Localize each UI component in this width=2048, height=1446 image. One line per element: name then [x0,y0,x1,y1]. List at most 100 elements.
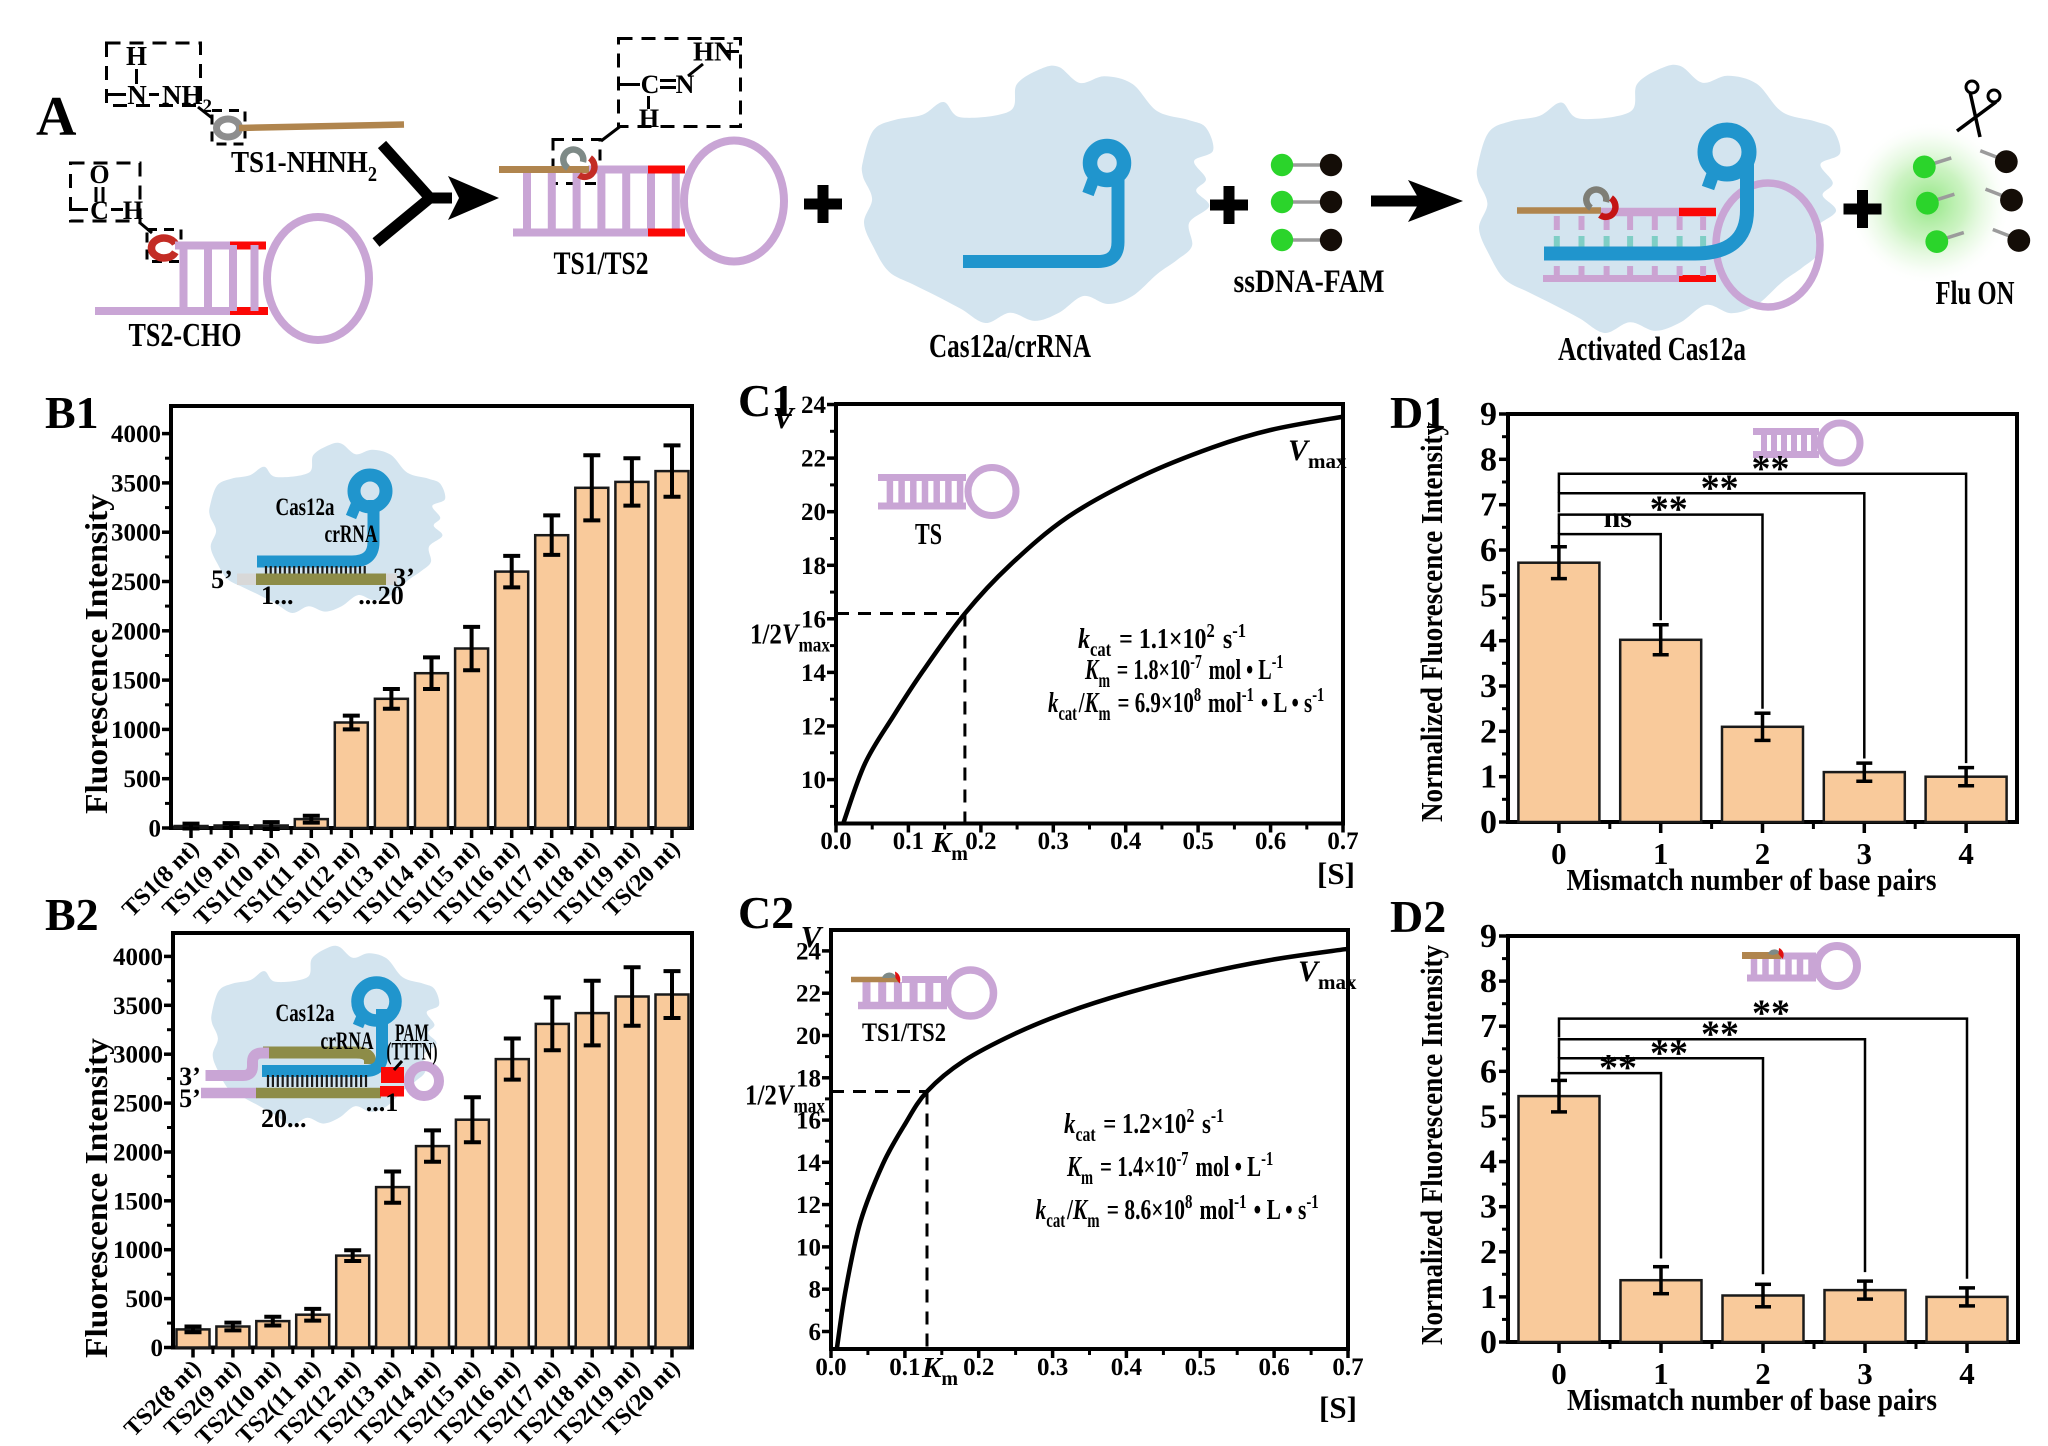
svg-text:9: 9 [1480,918,1497,955]
svg-text:12: 12 [796,1192,821,1219]
svg-text:Km: Km [921,1352,958,1390]
svg-text:8: 8 [1480,441,1497,478]
svg-text:3: 3 [1480,668,1497,705]
svg-text:**: ** [1752,448,1790,490]
svg-text:1500: 1500 [111,668,161,695]
svg-text:16: 16 [801,606,826,633]
svg-text:Mismatch number of base pairs: Mismatch number of base pairs [1567,1382,1937,1417]
svg-text:0: 0 [149,816,162,843]
svg-text:0.5: 0.5 [1182,828,1213,855]
svg-text:Km: Km [931,827,968,865]
svg-text:18: 18 [796,1065,821,1092]
svg-text:18: 18 [801,553,826,580]
svg-text:2: 2 [1480,1234,1497,1271]
svg-text:**: ** [1752,993,1790,1035]
svg-text:24: 24 [796,938,822,965]
svg-text:3000: 3000 [113,1042,163,1069]
svg-text:5: 5 [1480,577,1497,614]
svg-text:**: ** [1650,489,1688,531]
svg-text:0.6: 0.6 [1258,1354,1289,1381]
svg-text:Cas12a/crRNA: Cas12a/crRNA [929,328,1091,365]
svg-text:1...: 1... [261,581,294,610]
svg-text:1000: 1000 [111,717,161,744]
svg-text:1/2Vmax: 1/2Vmax [745,1080,825,1118]
svg-text:**: ** [1599,1047,1637,1089]
svg-text:20: 20 [801,499,826,526]
svg-text:TS1/TS2: TS1/TS2 [862,1018,946,1047]
svg-text:500: 500 [126,1286,164,1313]
svg-text:B1: B1 [45,387,99,438]
svg-text:Activated Cas12a: Activated Cas12a [1558,331,1746,368]
svg-text:Fluorescence Intensity: Fluorescence Intensity [78,494,114,814]
svg-text:Cas12a: Cas12a [276,1000,335,1027]
svg-text:0.0: 0.0 [815,1354,846,1381]
svg-text:(TTTN): (TTTN) [387,1039,438,1066]
svg-text:Vmax: Vmax [1298,955,1357,994]
svg-text:4: 4 [1480,623,1497,660]
svg-text:0.4: 0.4 [1111,1354,1143,1381]
svg-text:**: ** [1701,1013,1739,1055]
svg-text:crRNA: crRNA [321,1028,374,1055]
svg-text:24: 24 [801,392,827,419]
svg-text:0.5: 0.5 [1185,1354,1216,1381]
svg-text:1: 1 [1653,836,1669,871]
svg-text:2: 2 [1480,713,1497,750]
svg-text:1000: 1000 [113,1237,163,1264]
svg-text:4000: 4000 [111,421,161,448]
svg-text:9: 9 [1480,396,1497,433]
svg-text:3’: 3’ [179,1062,201,1091]
svg-text:1: 1 [1480,1279,1497,1316]
svg-text:N: N [676,70,695,99]
svg-text:C1: C1 [738,375,794,426]
svg-text:crRNA: crRNA [325,521,378,548]
svg-text:20...: 20... [261,1104,307,1133]
svg-text:3’: 3’ [393,563,415,592]
svg-text:0.1: 0.1 [893,828,924,855]
svg-text:1500: 1500 [113,1188,163,1215]
svg-text:4: 4 [1480,1144,1497,1181]
svg-text:0: 0 [1551,1356,1567,1391]
svg-text:V: V [773,400,796,435]
svg-text:Cas12a: Cas12a [276,494,335,521]
svg-text:0: 0 [1551,836,1567,871]
svg-text:0.2: 0.2 [965,828,996,855]
svg-text:3: 3 [1480,1189,1497,1226]
svg-text:0.2: 0.2 [963,1354,994,1381]
svg-text:B2: B2 [45,889,99,940]
svg-text:N: N [127,80,147,110]
svg-text:Fluorescence Intensity: Fluorescence Intensity [78,1038,114,1358]
svg-text:O: O [89,160,109,189]
svg-text:C: C [90,196,109,225]
svg-text:1: 1 [1653,1356,1669,1391]
svg-text:Mismatch number of base pairs: Mismatch number of base pairs [1567,862,1937,897]
svg-text:12: 12 [801,714,826,741]
svg-text:5’: 5’ [179,1084,201,1113]
svg-text:TS: TS [915,516,942,551]
svg-text:2500: 2500 [111,569,161,596]
svg-text:4: 4 [1958,836,1974,871]
svg-text:...20: ...20 [358,581,404,610]
svg-text:[S]: [S] [1319,1390,1357,1425]
svg-text:22: 22 [801,446,826,473]
svg-text:6: 6 [809,1319,822,1346]
svg-text:2: 2 [1755,836,1771,871]
svg-text:Km = 1.8×10-7 mol • L-1: Km = 1.8×10-7 mol • L-1 [1084,651,1285,692]
svg-text:TS1/TS2: TS1/TS2 [554,246,649,282]
svg-text:14: 14 [801,660,827,687]
svg-text:2000: 2000 [113,1140,163,1167]
svg-text:Flu ON: Flu ON [1936,275,2015,312]
svg-text:3500: 3500 [113,993,163,1020]
svg-text:10: 10 [796,1234,821,1261]
svg-text:D2: D2 [1390,891,1446,942]
svg-text:...1: ...1 [366,1088,399,1117]
svg-text:TS2-CHO: TS2-CHO [129,317,242,354]
svg-text:0.1: 0.1 [889,1354,920,1381]
svg-text:D1: D1 [1390,387,1446,438]
svg-text:16: 16 [796,1108,821,1135]
svg-text:7: 7 [1480,1008,1497,1045]
svg-text:0.3: 0.3 [1037,1354,1068,1381]
svg-text:22: 22 [796,981,821,1008]
svg-text:500: 500 [124,766,162,793]
svg-text:14: 14 [796,1150,822,1177]
svg-text:2000: 2000 [111,618,161,645]
